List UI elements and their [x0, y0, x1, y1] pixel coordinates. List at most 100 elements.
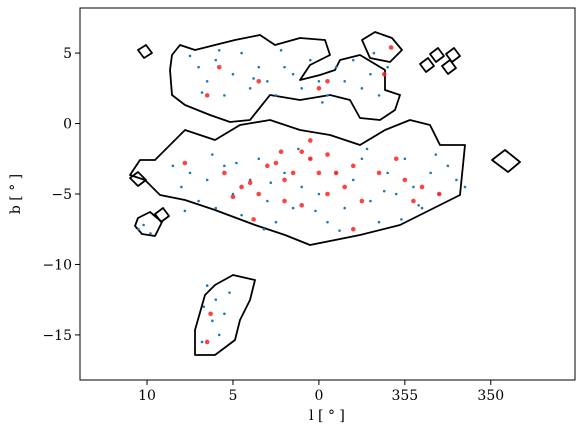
point — [343, 79, 346, 83]
point — [316, 170, 322, 176]
point — [278, 149, 284, 155]
point — [188, 171, 192, 175]
point — [274, 94, 278, 97]
x-tick-label: 5 — [229, 388, 238, 404]
point — [333, 170, 339, 176]
footprints — [129, 31, 521, 356]
point — [183, 209, 187, 213]
point — [338, 229, 341, 232]
point — [382, 189, 386, 193]
footprint — [194, 274, 256, 356]
point — [142, 223, 145, 227]
point — [300, 185, 304, 189]
point — [182, 160, 188, 166]
point — [202, 305, 206, 309]
point — [308, 156, 313, 162]
point — [334, 65, 338, 69]
footprint — [134, 211, 163, 237]
point — [365, 147, 369, 151]
point — [325, 191, 330, 197]
point — [197, 65, 200, 69]
footprint — [169, 34, 401, 123]
point — [240, 51, 243, 55]
x-tick-label: 10 — [138, 388, 156, 404]
point — [266, 199, 269, 203]
point — [251, 217, 256, 222]
point — [317, 79, 321, 83]
y-axis-label: b [ ° ] — [8, 174, 24, 214]
point — [412, 185, 415, 189]
point — [417, 203, 420, 207]
point — [377, 94, 381, 97]
point — [351, 178, 355, 182]
point — [256, 78, 262, 84]
point — [204, 93, 210, 98]
footprint — [491, 149, 521, 173]
point — [274, 220, 278, 224]
point — [223, 94, 226, 97]
point — [291, 72, 295, 76]
point — [350, 163, 356, 169]
point — [216, 64, 222, 70]
point — [211, 153, 214, 156]
point — [446, 164, 450, 168]
point — [205, 178, 209, 182]
footprint — [129, 119, 466, 246]
footprint — [137, 44, 153, 59]
point — [350, 226, 356, 232]
point — [171, 164, 175, 168]
point — [137, 227, 140, 231]
point — [296, 147, 300, 151]
point — [372, 51, 376, 55]
x-tick-label: 0 — [314, 388, 323, 404]
point — [265, 163, 270, 169]
point — [269, 181, 273, 185]
point — [214, 58, 218, 62]
point — [266, 79, 269, 83]
point — [214, 298, 218, 301]
point — [420, 206, 424, 210]
point — [256, 191, 262, 197]
point — [262, 227, 266, 231]
point — [239, 184, 244, 190]
point — [222, 170, 227, 176]
point — [343, 206, 346, 210]
point — [282, 198, 287, 204]
point — [205, 79, 209, 83]
point — [257, 157, 261, 161]
point — [214, 206, 218, 210]
point — [400, 218, 403, 221]
point — [386, 65, 389, 69]
footprint — [154, 207, 170, 223]
point — [200, 91, 204, 94]
point — [252, 77, 255, 80]
point — [197, 199, 200, 203]
point — [230, 194, 236, 200]
point — [273, 160, 279, 166]
point — [300, 87, 304, 90]
point — [314, 209, 317, 213]
point — [308, 138, 313, 143]
footprint — [441, 59, 457, 75]
point — [434, 153, 438, 156]
point — [321, 101, 324, 104]
point — [411, 198, 416, 204]
y-tick-label: 0 — [63, 117, 72, 133]
point — [283, 65, 286, 69]
point — [376, 170, 382, 176]
point — [316, 86, 322, 91]
point — [369, 199, 372, 203]
footprint — [361, 31, 403, 63]
point — [455, 178, 458, 182]
y-tick-label: −10 — [42, 257, 72, 273]
point — [231, 72, 235, 76]
y-tick-label: 5 — [63, 46, 72, 62]
point — [369, 72, 372, 76]
point — [223, 164, 226, 168]
point — [204, 339, 210, 345]
point — [436, 191, 442, 197]
point — [223, 312, 226, 316]
point — [299, 202, 305, 208]
